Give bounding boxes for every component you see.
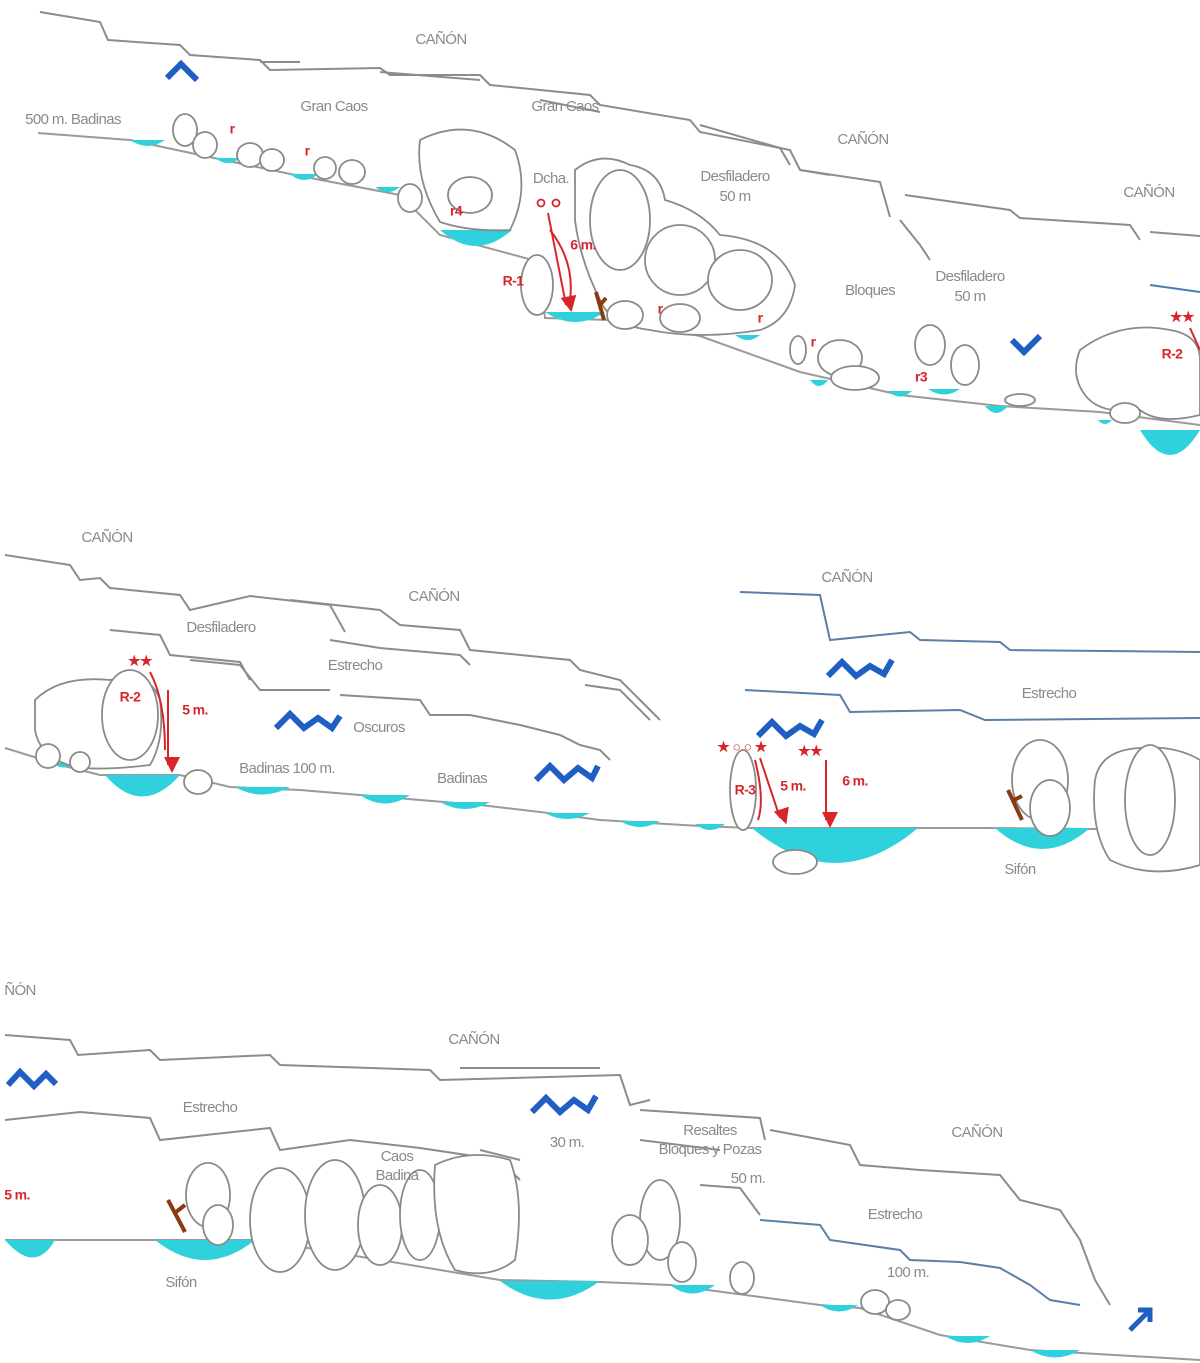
descents: ★★ ★ ○ ○ ★ ★★: [128, 653, 1024, 828]
label: Badinas: [437, 770, 487, 787]
ledge: [739, 591, 1200, 722]
label: 50 m: [955, 288, 986, 305]
mark-label: r4: [450, 203, 463, 219]
direction-icon: [533, 761, 601, 785]
label: 50 m: [720, 188, 751, 205]
label: CAÑÓN: [448, 1031, 499, 1048]
direction-icon: [825, 657, 895, 680]
mark-label: r: [758, 310, 764, 326]
label: CAÑÓN: [951, 1124, 1002, 1141]
floor: [5, 1239, 1200, 1361]
mark-label: r3: [915, 369, 928, 385]
label: CAÑÓN: [1123, 184, 1174, 201]
direction-icon: [755, 717, 825, 740]
ledge: [1149, 284, 1200, 293]
svg-text:★★: ★★: [1170, 309, 1195, 325]
section-2: ★★ ★ ○ ○ ★ ★★ CAÑÓN CAÑÓN CAÑÓN Desfilad…: [4, 529, 1200, 878]
mark-label: 6 m.: [570, 237, 596, 253]
mark-label: R-2: [120, 689, 142, 705]
label: Desfiladero: [935, 268, 1005, 285]
label: ÑÓN: [4, 982, 36, 999]
label: Desfiladero: [186, 619, 256, 636]
pools: [5, 1240, 1080, 1358]
label: CAÑÓN: [415, 31, 466, 48]
boulders: [172, 113, 1200, 424]
label: Sifón: [165, 1274, 196, 1291]
label: Bloques: [845, 282, 895, 299]
svg-text:★★: ★★: [128, 653, 153, 669]
mark-label: 5 m.: [182, 702, 208, 718]
label: Estrecho: [328, 657, 383, 674]
mark-label: r: [230, 121, 236, 137]
label: Dcha.: [533, 170, 569, 187]
descents: ★★: [536, 198, 1200, 351]
label: Gran Caos: [300, 98, 367, 115]
label: CAÑÓN: [821, 569, 872, 586]
mark-label: R-3: [735, 782, 757, 798]
ledge: [759, 1219, 1081, 1306]
label: Gran Caos: [531, 98, 598, 115]
svg-text:★★: ★★: [798, 743, 823, 759]
direction-icon: [164, 59, 200, 83]
pools: [130, 140, 1200, 455]
label: CAÑÓN: [837, 131, 888, 148]
label: Estrecho: [183, 1099, 238, 1116]
label: 100 m.: [887, 1264, 929, 1281]
label: 30 m.: [550, 1134, 585, 1151]
mark-label: r: [658, 301, 664, 317]
direction-icon: [273, 709, 343, 733]
svg-text:★ ○ ○ ★: ★ ○ ○ ★: [717, 739, 768, 755]
ledge: [4, 1034, 1111, 1306]
label: 500 m. Badinas: [25, 111, 121, 128]
label: Caos: [381, 1148, 414, 1165]
label: Oscuros: [353, 719, 405, 736]
mark-label: 5 m.: [780, 778, 806, 794]
label: Sifón: [1004, 861, 1035, 878]
section-1: ★★ CAÑÓN 500 m. Badinas Gran Caos Gran C…: [25, 11, 1200, 455]
label: Bloques y Pozas: [659, 1141, 762, 1158]
label: CAÑÓN: [408, 588, 459, 605]
label: Badinas 100 m.: [239, 760, 335, 777]
ledge: [4, 554, 661, 761]
label: Desfiladero: [700, 168, 770, 185]
mark-label: 6 m.: [842, 773, 868, 789]
label: CAÑÓN: [81, 529, 132, 546]
ledge: [39, 11, 891, 218]
mark-label: r: [305, 143, 311, 159]
direction-icon: [529, 1093, 599, 1117]
boulders: [34, 669, 1200, 875]
direction-icon: [5, 1067, 59, 1091]
label: 50 m.: [731, 1170, 766, 1187]
mark-label: R-1: [503, 273, 525, 289]
label: Estrecho: [868, 1206, 923, 1223]
tree: [166, 1199, 187, 1233]
label: Resaltes: [683, 1122, 737, 1139]
ledge: [260, 61, 1200, 261]
direction-icon: [1009, 333, 1043, 357]
mark-label: R-2: [1162, 346, 1184, 362]
label: Badina: [375, 1167, 419, 1184]
floor: [37, 132, 1200, 426]
boulders: [185, 1154, 911, 1321]
label: Estrecho: [1022, 685, 1077, 702]
mark-label: 5 m.: [4, 1187, 30, 1203]
section-3: ÑÓN CAÑÓN Estrecho Caos Badina 30 m. Res…: [4, 982, 1200, 1361]
direction-icon: [1128, 1307, 1153, 1332]
mark-label: r: [811, 334, 817, 350]
